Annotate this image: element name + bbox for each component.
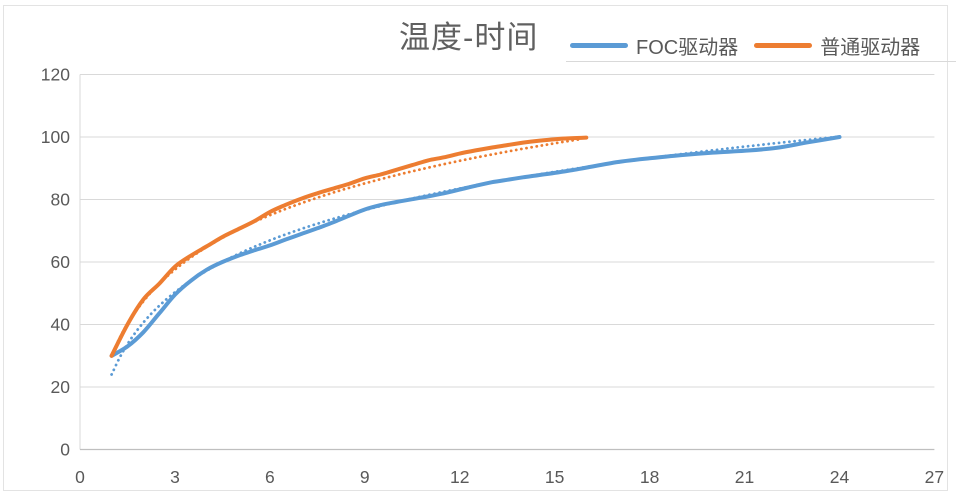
- ordinary-trend-line[interactable]: [110, 137, 583, 358]
- legend-item-foc[interactable]: FOC驱动器: [570, 31, 738, 60]
- x-tick-label-3: 3: [170, 467, 180, 487]
- ordinary-series-swatch-icon: [754, 42, 813, 48]
- x-tick-label-6: 6: [265, 467, 275, 487]
- legend-label-ordinary: 普通驱动器: [820, 36, 921, 59]
- x-tick-label-0: 0: [75, 467, 85, 487]
- x-tick-label-24: 24: [830, 467, 850, 487]
- chart-legend: FOC驱动器 普通驱动器: [570, 34, 920, 59]
- x-tick-label-18: 18: [640, 467, 659, 487]
- y-tick-label-120: 120: [41, 65, 70, 85]
- y-tick-label-80: 80: [51, 190, 71, 210]
- x-tick-label-15: 15: [545, 467, 564, 487]
- x-tick-label-9: 9: [360, 467, 370, 487]
- chart-frame: [3, 5, 948, 491]
- foc-trend-line[interactable]: [110, 135, 838, 376]
- legend-label-foc: FOC驱动器: [636, 36, 739, 59]
- y-tick-label-40: 40: [51, 315, 71, 335]
- y-tick-label-100: 100: [41, 127, 70, 147]
- x-tick-label-12: 12: [450, 467, 469, 487]
- ordinary-line[interactable]: [109, 135, 589, 358]
- foc-line[interactable]: [109, 135, 842, 358]
- x-tick-label-21: 21: [735, 467, 754, 487]
- foc-series-swatch-icon: [570, 42, 628, 48]
- legend-item-ordinary[interactable]: 普通驱动器: [754, 31, 920, 60]
- y-tick-label-60: 60: [51, 252, 71, 272]
- y-tick-label-20: 20: [51, 377, 71, 397]
- chart-title: 温度-时间: [399, 20, 539, 55]
- x-tick-label-27: 27: [925, 467, 944, 487]
- y-tick-label-0: 0: [60, 440, 70, 460]
